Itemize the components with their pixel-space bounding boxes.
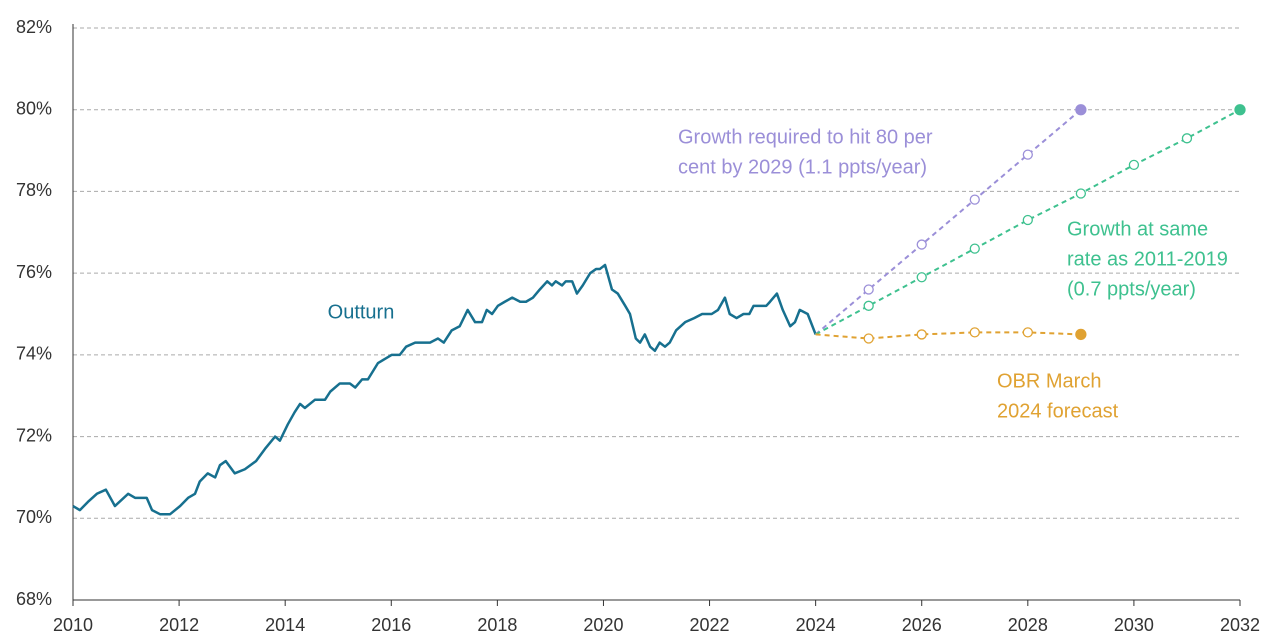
x-tick-label: 2014 xyxy=(265,615,305,635)
series-line xyxy=(815,108,1241,336)
series-label: (0.7 ppts/year) xyxy=(1067,278,1196,300)
y-tick-label: 82% xyxy=(16,17,52,37)
x-tick-label: 2016 xyxy=(371,615,411,635)
series-label: OBR March xyxy=(997,370,1101,392)
point xyxy=(1022,214,1033,226)
point xyxy=(969,327,980,338)
x-tick-label: 2022 xyxy=(690,615,730,635)
point xyxy=(916,329,927,340)
point xyxy=(1128,159,1140,171)
x-tick-label: 2020 xyxy=(583,615,623,635)
series-label: Outturn xyxy=(328,301,395,323)
point xyxy=(863,333,874,344)
y-tick-label: 70% xyxy=(16,507,52,527)
x-tick-label: 2028 xyxy=(1008,615,1048,635)
point xyxy=(916,239,927,250)
x-tick-label: 2012 xyxy=(159,615,199,635)
y-tick-label: 68% xyxy=(16,589,52,609)
point xyxy=(1022,149,1033,160)
point xyxy=(1234,104,1246,116)
series-line xyxy=(814,108,1082,336)
series-label: Growth at same xyxy=(1067,218,1208,240)
series-label: 2024 forecast xyxy=(997,400,1119,422)
x-tick-label: 2026 xyxy=(902,615,942,635)
point xyxy=(1075,104,1087,116)
series-label: cent by 2029 (1.1 ppts/year) xyxy=(678,156,927,178)
x-tick-label: 2032 xyxy=(1220,615,1260,635)
point xyxy=(1022,327,1033,338)
point xyxy=(969,243,980,254)
x-tick-label: 2024 xyxy=(796,615,836,635)
x-tick-label: 2010 xyxy=(53,615,93,635)
series-line xyxy=(815,331,1081,340)
y-tick-label: 76% xyxy=(16,262,52,282)
x-tick-label: 2018 xyxy=(477,615,517,635)
point xyxy=(1075,328,1087,341)
series-line xyxy=(72,263,817,516)
x-tick-label: 2030 xyxy=(1114,615,1154,635)
series-label: rate as 2011-2019 xyxy=(1067,248,1228,270)
y-tick-label: 80% xyxy=(16,98,52,118)
series-label: Growth required to hit 80 per xyxy=(678,126,933,148)
point xyxy=(969,194,980,205)
point xyxy=(863,284,874,295)
y-tick-label: 72% xyxy=(16,425,52,445)
y-tick-label: 78% xyxy=(16,180,52,200)
point xyxy=(916,272,927,283)
point xyxy=(1181,133,1193,144)
y-tick-label: 74% xyxy=(16,344,52,364)
point xyxy=(1075,188,1087,199)
point xyxy=(863,300,874,311)
